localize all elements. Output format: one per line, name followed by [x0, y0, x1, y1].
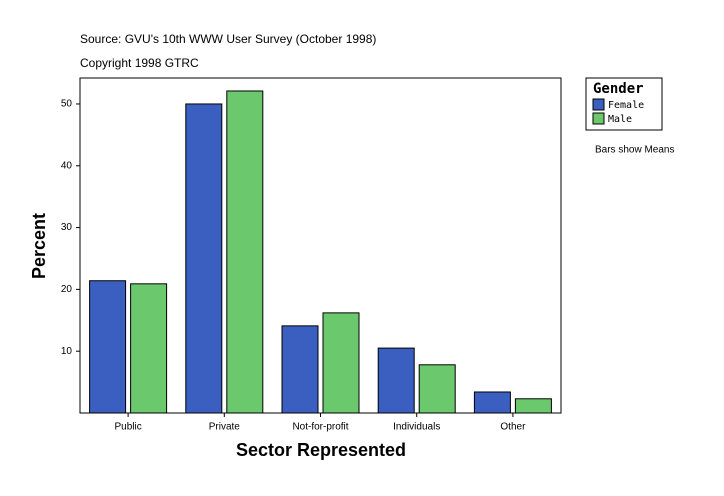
bar — [377, 347, 415, 414]
bar — [185, 103, 223, 414]
x-tick-label: Other — [500, 422, 526, 433]
legend-swatch — [592, 112, 605, 125]
x-axis-label: Sector Represented — [236, 440, 406, 460]
y-tick-label: 40 — [61, 160, 73, 171]
chart-subtitle: Copyright 1998 GTRC — [80, 56, 199, 70]
y-tick-label: 20 — [61, 284, 73, 295]
bar — [130, 283, 168, 414]
legend-label: Female — [608, 100, 644, 111]
bar — [473, 391, 511, 414]
x-tick-label: Public — [114, 422, 141, 433]
legend-swatch — [592, 98, 605, 111]
bar — [418, 364, 456, 414]
y-axis-label: Percent — [29, 213, 49, 279]
bar — [322, 312, 360, 414]
note: Bars show Means — [595, 145, 674, 156]
y-tick-label: 30 — [61, 222, 73, 233]
x-tick-label: Not-for-profit — [292, 422, 348, 433]
y-tick-label: 50 — [61, 99, 73, 110]
x-tick-label: Private — [209, 422, 241, 433]
legend-label: Male — [608, 114, 632, 125]
chart-title: Source: GVU's 10th WWW User Survey (Octo… — [80, 32, 376, 46]
bar — [281, 325, 319, 414]
bar — [514, 398, 552, 414]
bar — [226, 90, 264, 414]
legend-title: Gender — [593, 81, 644, 97]
x-tick-label: Individuals — [393, 422, 440, 433]
bar — [89, 280, 127, 414]
y-tick-label: 10 — [61, 346, 73, 357]
